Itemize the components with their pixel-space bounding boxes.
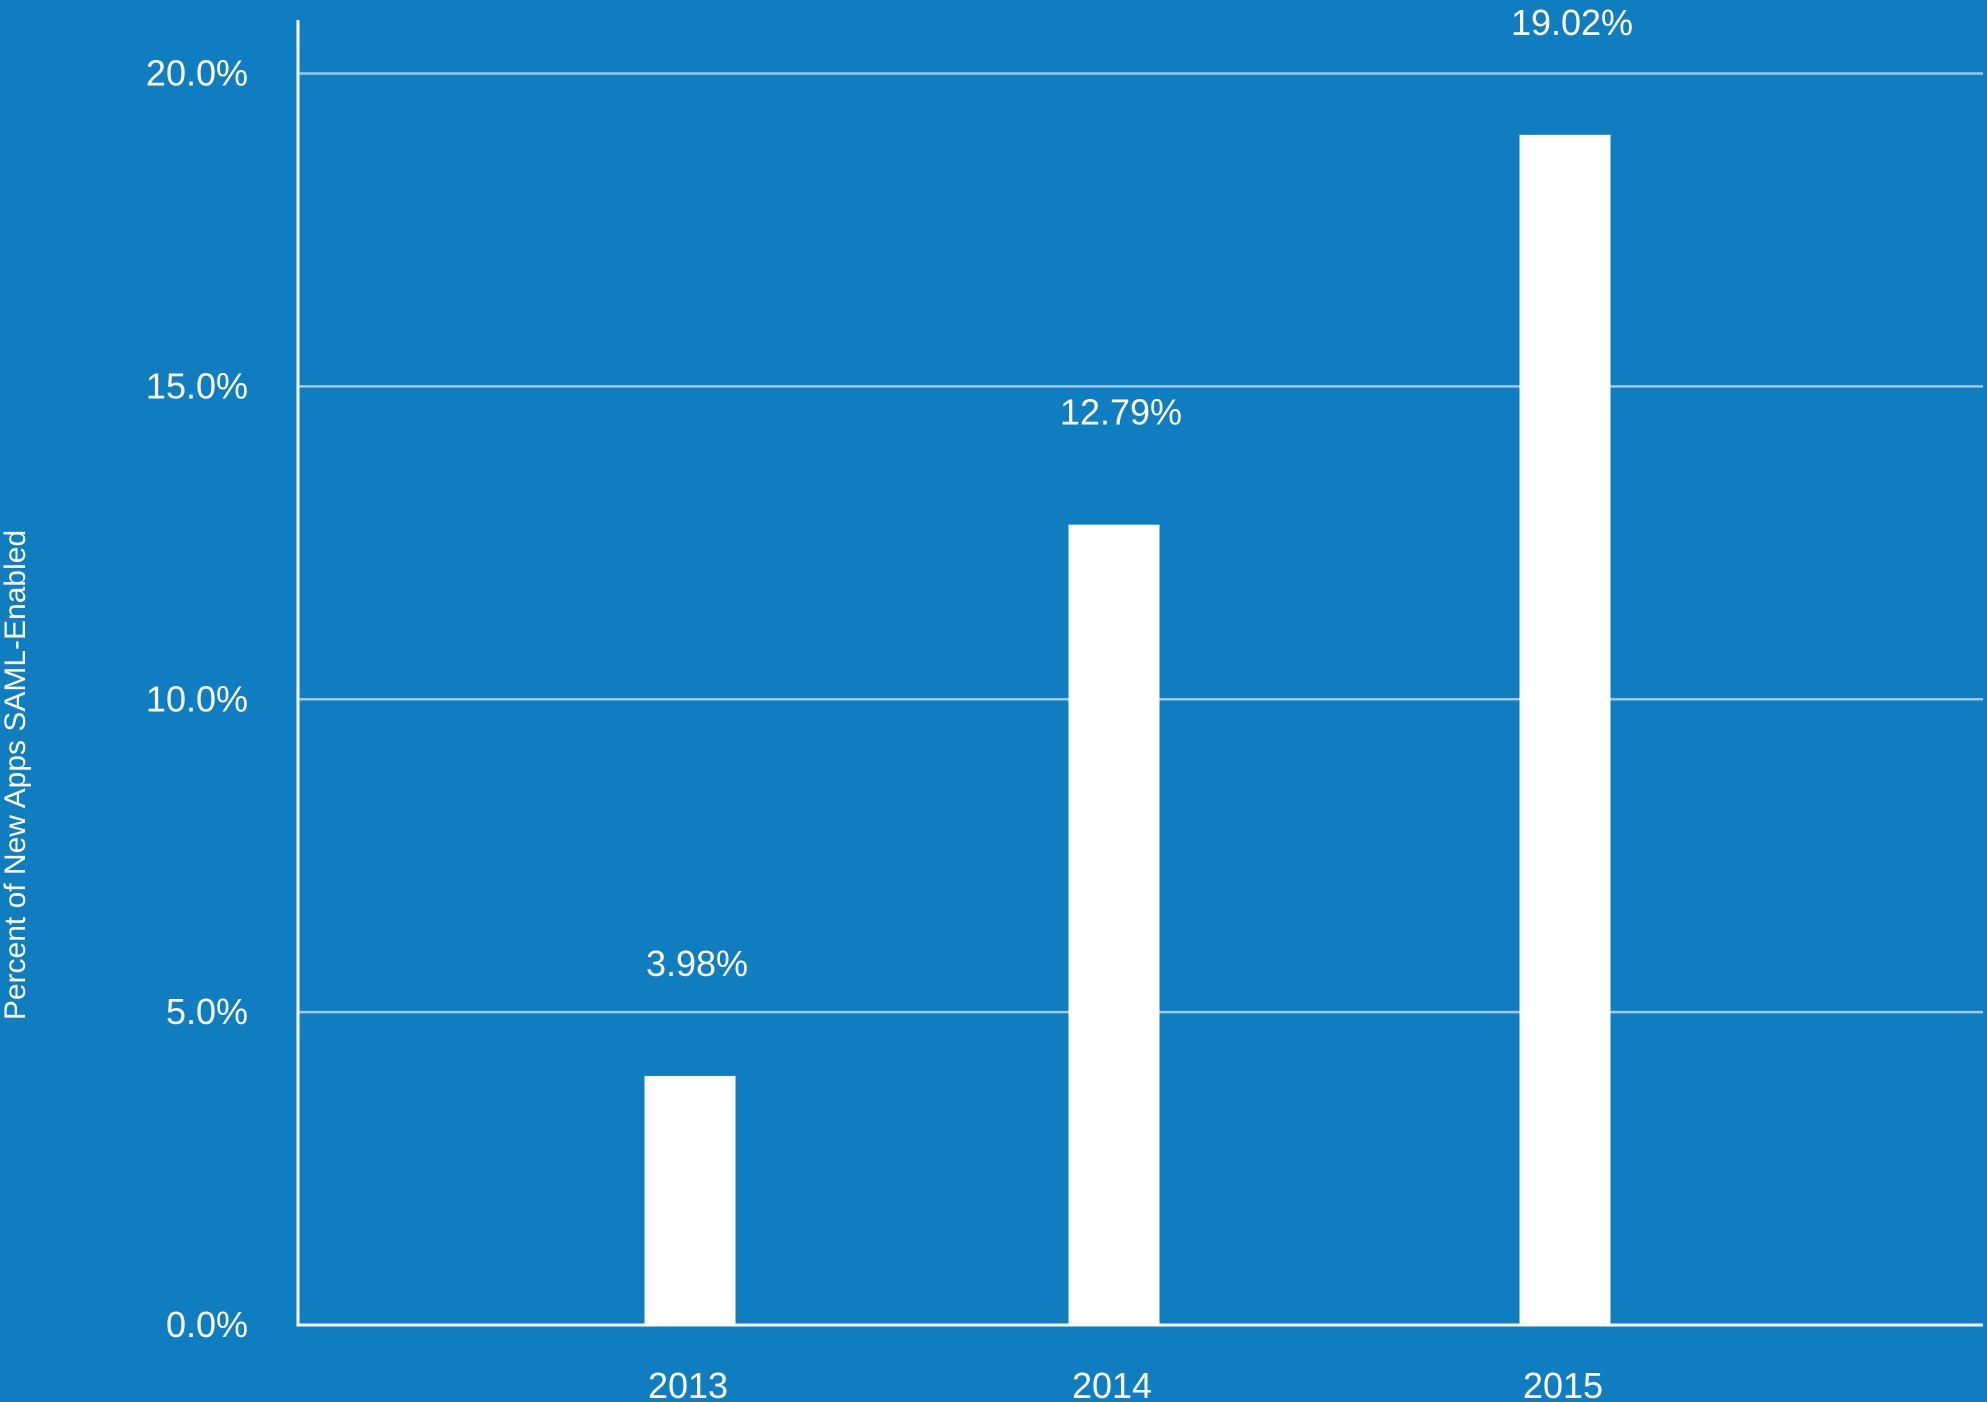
bar-2013 [644, 1075, 736, 1325]
data-label: 19.02% [1511, 2, 1633, 43]
x-tick-label: 2013 [648, 1365, 728, 1402]
x-tick-label: 2015 [1523, 1365, 1603, 1402]
bar-2015 [1519, 134, 1611, 1326]
data-label: 12.79% [1060, 392, 1182, 433]
bar-2014 [1068, 524, 1160, 1325]
y-axis-label: Percent of New Apps SAML-Enabled [0, 529, 32, 1021]
y-tick-label: 15.0% [146, 365, 248, 406]
y-tick-label: 10.0% [146, 678, 248, 719]
y-tick-label: 5.0% [166, 991, 248, 1032]
data-label: 3.98% [646, 943, 748, 984]
y-tick-label: 0.0% [166, 1304, 248, 1345]
y-tick-label: 20.0% [146, 53, 248, 94]
x-tick-label: 2014 [1072, 1365, 1152, 1402]
